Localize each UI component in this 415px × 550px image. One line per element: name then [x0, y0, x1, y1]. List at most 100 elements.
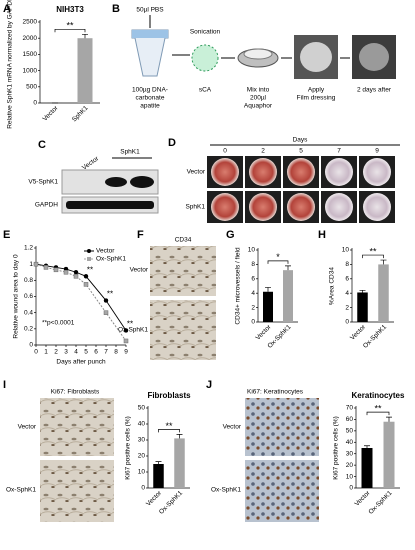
micrograph — [245, 460, 319, 522]
panel-label: G — [226, 229, 235, 241]
y-tick-label: 0 — [349, 485, 353, 492]
day-label: 0 — [223, 148, 227, 155]
band-label: V5-SphK1 — [28, 179, 58, 186]
bar — [283, 270, 293, 322]
series-line — [35, 263, 127, 342]
step-text: 2 days after — [357, 87, 392, 94]
step-text: Film dressing — [297, 95, 336, 102]
lane-label: Vector — [81, 155, 101, 172]
point — [33, 261, 39, 267]
row-label: Vector — [18, 424, 37, 431]
error-bar — [82, 33, 88, 39]
x-tick-label: Ox-SphK1 — [158, 489, 184, 515]
bar — [383, 421, 395, 488]
bar — [174, 438, 185, 488]
panel-label: H — [318, 229, 326, 241]
wound-photo — [363, 193, 391, 221]
step-text: sCA — [199, 87, 212, 94]
panel-label: E — [3, 229, 10, 241]
point — [123, 328, 129, 333]
x-tick-label: 7 — [104, 349, 108, 356]
y-tick-label: 50 — [138, 405, 146, 412]
chart-title: Fibroblasts — [147, 391, 191, 400]
point — [83, 274, 89, 279]
micrograph — [40, 398, 114, 456]
y-tick-label: 4 — [345, 290, 349, 297]
step-text: 100µg DNA- — [132, 87, 168, 94]
y-tick-label: 8 — [345, 261, 349, 268]
photo-grid — [207, 156, 395, 223]
point — [103, 310, 109, 315]
note: **p<0.0001 — [42, 320, 75, 327]
y-tick-label: 0.2 — [24, 326, 33, 333]
y-tick-label: 6 — [345, 276, 349, 283]
error-bar — [359, 289, 366, 293]
significance: ** — [87, 265, 93, 274]
y-tick-label: 50 — [346, 428, 354, 435]
y-tick-label: 0.6 — [24, 293, 33, 300]
panel-label: A — [3, 3, 11, 15]
error-bar — [155, 461, 162, 464]
micrograph — [150, 246, 216, 296]
panel-label: F — [137, 229, 144, 241]
y-tick-label: 10 — [346, 473, 354, 480]
point — [63, 270, 69, 275]
x-tick-label: SphK1 — [71, 104, 90, 123]
row-label: Vector — [187, 169, 206, 176]
days-title: Days — [293, 137, 309, 144]
y-tick-label: 10 — [248, 247, 256, 254]
error-bar — [285, 265, 291, 271]
chart-title: Keratinocytes — [352, 391, 405, 400]
day-label: 9 — [375, 148, 379, 155]
day-label: 5 — [299, 148, 303, 155]
step-text: carbonate — [136, 95, 165, 102]
y-tick-label: 0 — [141, 485, 145, 492]
point — [73, 270, 79, 275]
point — [53, 267, 59, 273]
y-tick-label: 1.2 — [24, 245, 33, 252]
wound-photo — [363, 158, 391, 186]
wound-photo — [325, 158, 353, 186]
point — [123, 338, 129, 344]
y-tick-label: 40 — [346, 439, 354, 446]
y-tick-label: 1000 — [23, 67, 38, 74]
y-axis-label: Relative SphK1 mRNA normalized by GAPDH — [7, 0, 14, 129]
day-label: 2 — [261, 148, 265, 155]
wound-photo — [211, 158, 239, 186]
image-title: CD34 — [175, 237, 192, 244]
row-label: SphK1 — [185, 204, 205, 211]
step-text: Apply — [308, 87, 325, 94]
step-text: Mix into — [247, 87, 270, 94]
panel-label: D — [168, 137, 176, 149]
row-label: Ox-SphK1 — [6, 487, 36, 494]
y-tick-label: 60 — [346, 416, 354, 423]
y-tick-label: 0 — [251, 319, 255, 326]
y-tick-label: 0.4 — [24, 309, 33, 316]
step-text: apatite — [140, 103, 160, 110]
x-tick-label: 0 — [34, 349, 38, 356]
x-tick-label: 3 — [64, 349, 68, 356]
y-tick-label: 20 — [346, 462, 354, 469]
tube-cap — [132, 30, 168, 38]
x-tick-label: Ox-SphK1 — [362, 323, 388, 349]
significance-bracket — [54, 28, 86, 33]
significance-bracket — [158, 429, 180, 433]
panel-label: B — [112, 3, 120, 15]
x-tick-label: Vector — [349, 323, 368, 342]
step-text: Sonication — [190, 29, 221, 36]
error-bar — [265, 287, 271, 292]
y-tick-label: 2500 — [23, 19, 38, 26]
y-axis-label: Ki67 positive cells (%) — [125, 416, 132, 480]
wound-photo — [287, 158, 315, 186]
significance: * — [276, 252, 280, 262]
x-tick-label: 5 — [84, 349, 88, 356]
dish — [243, 48, 273, 60]
y-axis-label: %Area CD34 — [329, 267, 336, 305]
error-bar — [176, 434, 183, 439]
wound-photo — [211, 193, 239, 221]
step-text: 50µl PBS — [136, 7, 164, 14]
significance: ** — [127, 320, 133, 329]
step-text: 200µl — [250, 95, 267, 102]
y-tick-label: 0 — [29, 342, 33, 349]
